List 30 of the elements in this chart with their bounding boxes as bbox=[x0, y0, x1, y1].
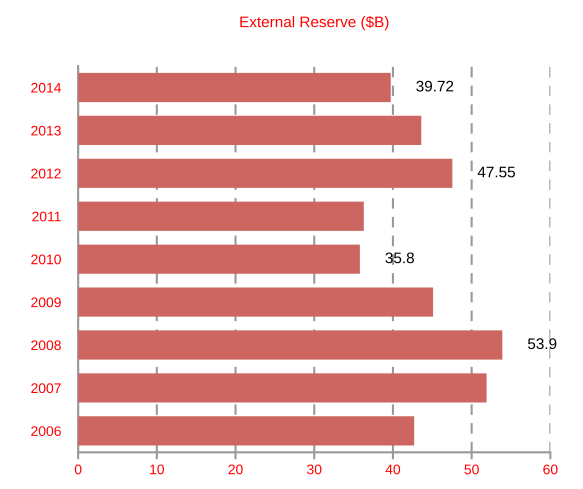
bar bbox=[78, 158, 452, 188]
y-tick-label: 2014 bbox=[31, 82, 62, 93]
bar bbox=[78, 202, 364, 231]
data-label: 39.72 bbox=[416, 80, 454, 92]
x-tick-label: 50 bbox=[464, 464, 479, 474]
bar bbox=[78, 72, 391, 102]
y-tick-label: 2013 bbox=[31, 126, 61, 136]
y-tick-label: 2011 bbox=[32, 212, 61, 222]
x-tick-label: 10 bbox=[150, 464, 164, 474]
chart-title: External Reserve ($B) bbox=[240, 16, 388, 30]
bar bbox=[78, 330, 502, 360]
y-tick-label: 2008 bbox=[31, 340, 61, 350]
x-tick-label: 20 bbox=[228, 464, 243, 474]
y-tick-label: 2010 bbox=[31, 254, 61, 264]
bar bbox=[78, 288, 434, 317]
x-tick-label: 0 bbox=[74, 464, 82, 474]
y-tick-label: 2009 bbox=[31, 297, 61, 308]
data-label: 53.9 bbox=[528, 338, 556, 350]
bar bbox=[78, 116, 422, 145]
data-label: 47.55 bbox=[478, 166, 515, 178]
x-tick-label: 40 bbox=[386, 464, 400, 474]
bar bbox=[78, 416, 414, 446]
x-tick-label: 60 bbox=[543, 464, 558, 474]
y-tick-label: 2007 bbox=[31, 383, 61, 394]
data-label: 35.8 bbox=[385, 252, 414, 264]
bar bbox=[78, 244, 360, 274]
y-tick-label: 2006 bbox=[31, 426, 61, 436]
x-tick-label: 30 bbox=[307, 464, 322, 474]
bar bbox=[78, 373, 487, 403]
y-tick-label: 2012 bbox=[31, 168, 61, 178]
